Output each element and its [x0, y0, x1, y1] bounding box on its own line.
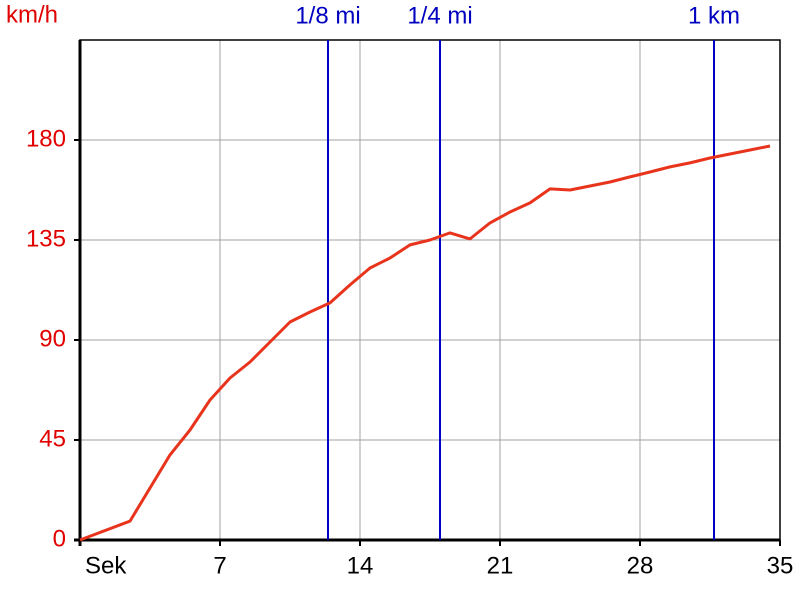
series-line [79, 144, 771, 542]
x-tick-label: 14 [347, 552, 374, 579]
y-tick-label: 45 [39, 425, 66, 452]
x-tick-label: 7 [213, 552, 226, 579]
y-tick-label: 0 [53, 525, 66, 552]
distance-marker-label: 1 km [688, 2, 740, 29]
y-tick-label: 180 [26, 125, 66, 152]
distance-marker-label: 1/4 mi [407, 2, 472, 29]
x-tick-label: 21 [487, 552, 514, 579]
y-tick-label: 90 [39, 325, 66, 352]
x-tick-label: 35 [767, 552, 794, 579]
plot-frame [79, 39, 781, 541]
x-tick-label: Sek [85, 552, 127, 579]
distance-marker-label: 1/8 mi [295, 2, 360, 29]
x-tick-label: 28 [627, 552, 654, 579]
y-tick-label: 135 [26, 225, 66, 252]
y-axis-label: km/h [6, 1, 58, 28]
